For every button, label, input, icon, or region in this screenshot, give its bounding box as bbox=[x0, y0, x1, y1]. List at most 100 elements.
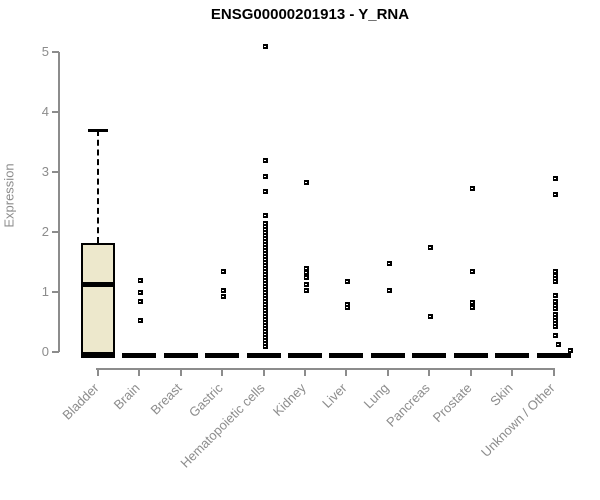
data-point bbox=[262, 340, 268, 346]
zero-bar bbox=[495, 353, 530, 358]
data-point bbox=[262, 322, 268, 328]
data-point bbox=[262, 213, 268, 219]
data-point bbox=[262, 310, 268, 316]
data-point bbox=[552, 332, 558, 338]
data-point bbox=[262, 244, 268, 250]
data-point bbox=[262, 256, 268, 262]
data-point bbox=[221, 293, 227, 299]
median-line bbox=[80, 282, 115, 288]
data-point bbox=[262, 173, 268, 179]
data-point bbox=[552, 175, 558, 181]
data-point bbox=[262, 226, 268, 232]
data-point bbox=[552, 321, 558, 327]
y-tick bbox=[52, 111, 59, 113]
data-point bbox=[568, 348, 574, 354]
data-point bbox=[262, 265, 268, 271]
data-point bbox=[262, 280, 268, 286]
x-tick bbox=[262, 370, 265, 376]
x-tick-label-text: Kidney bbox=[269, 380, 309, 420]
data-point bbox=[221, 268, 227, 274]
zero-bar bbox=[246, 353, 281, 358]
x-tick-label-text: Pancreas bbox=[383, 380, 433, 430]
data-point bbox=[345, 305, 351, 311]
x-tick-label-text: Unknown / Other bbox=[477, 380, 558, 460]
data-point bbox=[552, 298, 558, 304]
data-point bbox=[262, 304, 268, 310]
data-point bbox=[469, 268, 475, 274]
data-point bbox=[262, 43, 268, 49]
data-point bbox=[138, 289, 144, 295]
data-point bbox=[552, 324, 558, 330]
x-axis-line bbox=[96, 368, 555, 370]
data-point bbox=[138, 298, 144, 304]
data-point bbox=[552, 318, 558, 324]
data-point bbox=[262, 271, 268, 277]
data-point bbox=[386, 260, 392, 266]
x-tick bbox=[221, 370, 224, 376]
data-point bbox=[262, 307, 268, 313]
data-point bbox=[262, 286, 268, 292]
data-point bbox=[552, 192, 558, 198]
y-tick bbox=[52, 351, 59, 353]
data-point bbox=[386, 287, 392, 293]
data-point bbox=[262, 298, 268, 304]
data-point bbox=[556, 342, 562, 348]
whisker-cap bbox=[87, 129, 108, 132]
whisker-line bbox=[96, 130, 99, 243]
data-point bbox=[552, 272, 558, 278]
zero-bar bbox=[163, 353, 198, 358]
data-point bbox=[303, 265, 309, 271]
y-tick bbox=[52, 291, 59, 293]
data-point bbox=[303, 270, 309, 276]
data-point bbox=[262, 188, 268, 194]
data-point bbox=[262, 316, 268, 322]
x-tick-label-text: Liver bbox=[319, 380, 351, 411]
x-tick bbox=[96, 370, 99, 376]
data-point bbox=[262, 295, 268, 301]
x-tick bbox=[179, 370, 182, 376]
data-point bbox=[262, 157, 268, 163]
data-point bbox=[262, 238, 268, 244]
data-point bbox=[552, 276, 558, 282]
data-point bbox=[262, 220, 268, 226]
x-tick-label-text: Brain bbox=[110, 380, 143, 413]
y-tick bbox=[52, 51, 59, 53]
zero-bar bbox=[412, 353, 447, 358]
y-tick-label: 4 bbox=[41, 104, 49, 119]
zero-bar bbox=[122, 353, 157, 358]
data-point bbox=[262, 337, 268, 343]
data-point bbox=[345, 279, 351, 285]
data-point bbox=[469, 300, 475, 306]
data-point bbox=[262, 262, 268, 268]
x-tick bbox=[428, 370, 431, 376]
data-point bbox=[262, 334, 268, 340]
data-point bbox=[262, 283, 268, 289]
data-point bbox=[303, 288, 309, 294]
data-point bbox=[262, 247, 268, 253]
y-tick-label: 3 bbox=[41, 164, 49, 179]
y-tick-label: 0 bbox=[41, 344, 49, 359]
data-point bbox=[262, 259, 268, 265]
x-tick bbox=[303, 370, 306, 376]
y-tick bbox=[52, 231, 59, 233]
x-tick bbox=[469, 370, 472, 376]
data-point bbox=[345, 301, 351, 307]
data-point bbox=[552, 302, 558, 308]
data-point bbox=[221, 288, 227, 294]
data-point bbox=[262, 223, 268, 229]
data-point bbox=[262, 289, 268, 295]
x-tick bbox=[138, 370, 141, 376]
data-point bbox=[469, 304, 475, 310]
box bbox=[80, 242, 115, 358]
x-tick-label-text: Breast bbox=[147, 380, 185, 418]
x-tick-label-text: Lung bbox=[360, 380, 392, 412]
zero-bar bbox=[370, 353, 405, 358]
x-tick bbox=[386, 370, 389, 376]
chart-title: ENSG00000201913 - Y_RNA bbox=[210, 6, 410, 23]
x-tick-label-text: Gastric bbox=[185, 380, 226, 421]
y-tick-label: 5 bbox=[41, 44, 49, 59]
data-point bbox=[262, 274, 268, 280]
zero-bar bbox=[453, 353, 488, 358]
data-point bbox=[262, 325, 268, 331]
